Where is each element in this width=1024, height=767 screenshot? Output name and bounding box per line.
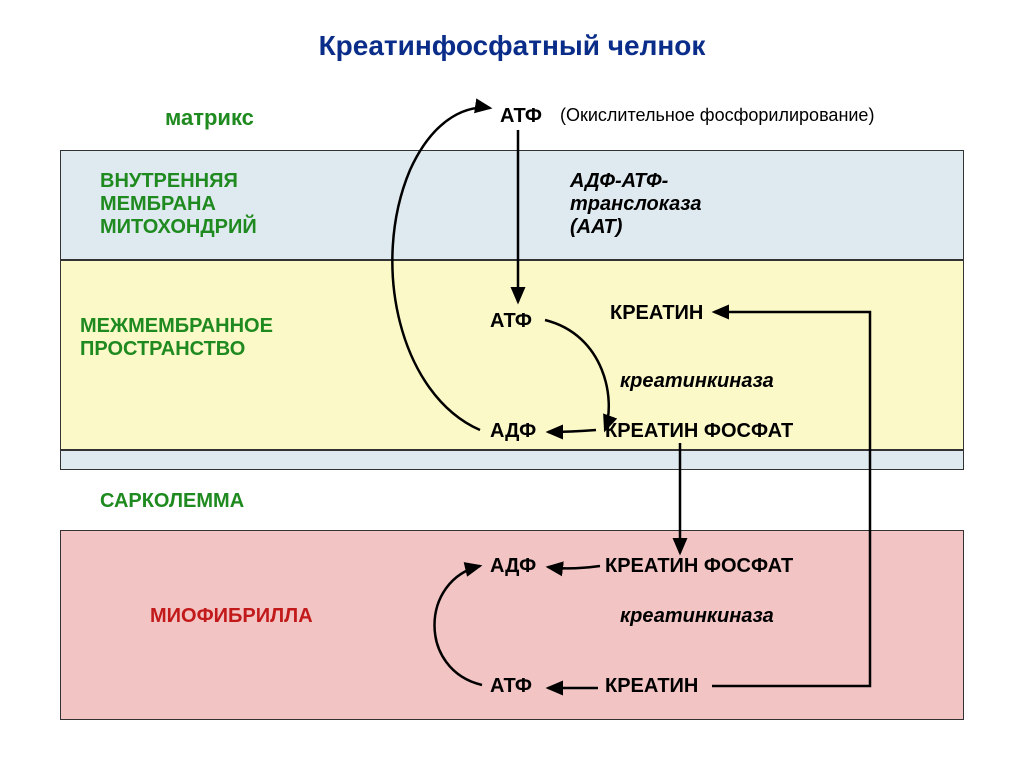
layer-outer_membrane <box>60 450 964 470</box>
molecule-crp1: КРЕАТИН ФОСФАТ <box>605 420 793 443</box>
molecule-adf_myo: АДФ <box>490 555 536 578</box>
label-ck1: креатинкиназа <box>620 370 774 393</box>
label-translocase: АДФ-АТФ- транслоказа (ААТ) <box>570 170 702 239</box>
diagram-title: Креатинфосфатный челнок <box>0 0 1024 62</box>
molecule-creatine2: КРЕАТИН <box>605 675 698 698</box>
molecule-atp_inter: АТФ <box>490 310 532 333</box>
molecule-crp2: КРЕАТИН ФОСФАТ <box>605 555 793 578</box>
molecule-atp_myo: АТФ <box>490 675 532 698</box>
molecule-creatine1: КРЕАТИН <box>610 302 703 325</box>
label-ck2: креатинкиназа <box>620 605 774 628</box>
label-myofibril: МИОФИБРИЛЛА <box>150 605 313 628</box>
label-matrix: матрикс <box>165 105 254 131</box>
molecule-atp_top: АТФ <box>500 105 542 128</box>
molecule-adf_inter: АДФ <box>490 420 536 443</box>
label-intermembrane: МЕЖМЕМБРАННОЕ ПРОСТРАНСТВО <box>80 315 273 361</box>
label-inner_membrane: ВНУТРЕННЯЯ МЕМБРАНА МИТОХОНДРИЙ <box>100 170 257 239</box>
label-oxphos: (Окислительное фосфорилирование) <box>560 105 874 126</box>
label-sarcolemma: САРКОЛЕММА <box>100 490 244 513</box>
